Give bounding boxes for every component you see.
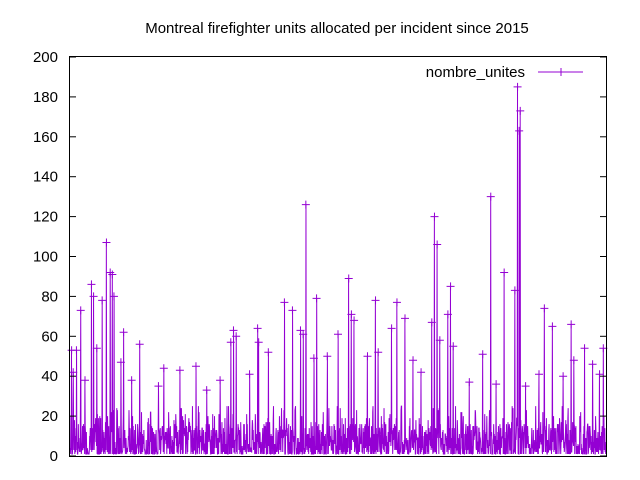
data-point <box>435 336 444 345</box>
data-point <box>535 370 543 379</box>
data-point <box>309 354 318 363</box>
data-point <box>548 322 557 331</box>
data-point <box>486 192 495 201</box>
data-point <box>599 344 608 353</box>
data-point <box>513 82 522 91</box>
y-tick-label: 200 <box>33 49 58 66</box>
data-point <box>108 270 117 279</box>
y-tick-label: 80 <box>41 288 58 305</box>
data-point <box>409 356 418 365</box>
data-point <box>299 330 308 339</box>
y-tick-label: 120 <box>33 209 58 226</box>
legend: nombre_unites <box>426 64 583 81</box>
y-tick-label: 20 <box>41 408 58 425</box>
y-tick-label: 0 <box>50 448 58 465</box>
data-point <box>69 368 78 377</box>
data-point <box>119 328 128 337</box>
data-point <box>106 268 115 277</box>
data-point <box>540 304 549 313</box>
data-point <box>226 338 235 347</box>
plot-area <box>67 82 608 455</box>
data-point <box>92 344 101 353</box>
data-point <box>202 386 211 395</box>
data-point <box>521 382 530 391</box>
data-point <box>245 370 254 379</box>
data-point <box>280 298 289 307</box>
data-point <box>392 298 401 307</box>
data-point <box>371 296 380 305</box>
data-point <box>492 380 501 389</box>
plot-border <box>69 56 607 457</box>
data-point <box>510 286 519 295</box>
data-point <box>363 352 372 361</box>
data-point <box>98 296 107 305</box>
data-point <box>588 360 597 369</box>
data-point <box>374 348 383 357</box>
data-point <box>478 350 487 359</box>
data-point <box>567 320 576 329</box>
y-tick-label: 140 <box>33 169 58 186</box>
data-point <box>465 378 474 387</box>
data-point <box>427 318 436 327</box>
data-point <box>350 316 359 325</box>
data-point <box>595 370 604 379</box>
data-point <box>580 344 589 353</box>
data-point <box>417 368 426 377</box>
data-point <box>515 126 524 135</box>
series-line <box>69 86 607 455</box>
data-point <box>175 366 184 375</box>
data-point <box>191 362 200 371</box>
data-point <box>253 324 262 333</box>
data-point <box>116 358 125 367</box>
data-point <box>87 280 96 289</box>
data-point <box>500 268 509 277</box>
data-point <box>229 326 238 335</box>
chart-title: Montreal firefighter units allocated per… <box>145 20 529 37</box>
data-point <box>433 240 442 249</box>
data-point <box>387 324 396 333</box>
legend-label: nombre_unites <box>426 64 525 81</box>
data-point <box>312 294 321 303</box>
data-point <box>76 306 85 315</box>
data-point <box>216 376 225 385</box>
y-axis: 0 20 40 60 80 100 120 140 160 180 200 <box>33 49 606 465</box>
data-point <box>127 376 136 385</box>
data-point <box>516 106 525 115</box>
data-point <box>232 332 241 341</box>
data-point <box>154 382 163 391</box>
data-point <box>401 314 409 323</box>
data-point <box>430 212 439 221</box>
data-point <box>334 330 342 339</box>
y-tick-label: 180 <box>33 89 58 106</box>
y-tick-label: 100 <box>33 249 58 266</box>
data-point <box>301 200 310 209</box>
data-point <box>347 310 356 319</box>
data-point <box>89 292 98 301</box>
data-point <box>323 352 332 361</box>
data-point <box>446 282 455 291</box>
data-point <box>135 340 144 349</box>
data-point <box>81 376 90 385</box>
data-point <box>443 310 452 319</box>
data-point <box>449 342 458 351</box>
data-point <box>159 364 168 373</box>
data-point <box>72 346 81 355</box>
data-point <box>344 274 353 283</box>
y-tick-label: 60 <box>41 328 58 345</box>
data-point <box>264 348 273 357</box>
data-point <box>288 306 297 315</box>
y-tick-label: 40 <box>41 368 58 385</box>
data-point <box>109 292 118 301</box>
y-tick-label: 160 <box>33 129 58 146</box>
data-point <box>569 356 578 365</box>
data-point <box>254 338 263 347</box>
data-point <box>559 372 568 381</box>
data-point <box>102 238 111 247</box>
